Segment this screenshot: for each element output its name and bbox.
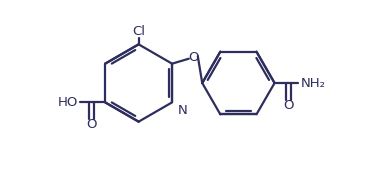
Text: Cl: Cl bbox=[132, 25, 145, 38]
Text: NH₂: NH₂ bbox=[300, 77, 325, 90]
Text: HO: HO bbox=[57, 96, 78, 109]
Text: O: O bbox=[188, 51, 199, 64]
Text: N: N bbox=[178, 104, 187, 117]
Text: O: O bbox=[283, 99, 293, 112]
Text: O: O bbox=[86, 118, 97, 131]
